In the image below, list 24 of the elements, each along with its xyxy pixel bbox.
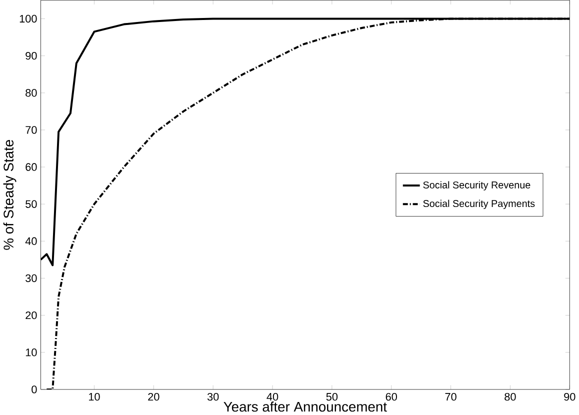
x-tick-label: 30 <box>207 392 219 401</box>
x-tick-label: 10 <box>88 392 100 401</box>
legend-label: Social Security Revenue <box>423 181 530 190</box>
x-tick-label: 50 <box>326 392 338 401</box>
legend-label: Social Security Payments <box>423 200 535 209</box>
y-axis-title: % of Steady State <box>3 140 16 250</box>
x-tick-label: 70 <box>445 392 456 401</box>
x-tick-label: 40 <box>266 392 278 401</box>
x-tick-label: 80 <box>504 392 516 401</box>
x-tick-label: 60 <box>386 392 397 401</box>
y-tick-label: 40 <box>25 237 37 246</box>
y-tick-label: 30 <box>26 274 37 282</box>
y-tick-label: 50 <box>26 200 37 208</box>
x-tick-label: 90 <box>564 392 576 401</box>
y-tick-label: 70 <box>26 126 37 134</box>
y-tick-label: 20 <box>26 311 37 320</box>
x-axis-title: Years after Announcement <box>224 402 387 412</box>
y-tick-label: 100 <box>20 14 37 23</box>
y-tick-label: 80 <box>26 89 37 97</box>
y-tick-label: 0 <box>32 386 37 394</box>
y-tick-label: 90 <box>26 52 37 60</box>
y-tick-label: 60 <box>26 163 37 171</box>
x-tick-label: 20 <box>148 392 160 401</box>
y-tick-label: 10 <box>26 348 37 356</box>
